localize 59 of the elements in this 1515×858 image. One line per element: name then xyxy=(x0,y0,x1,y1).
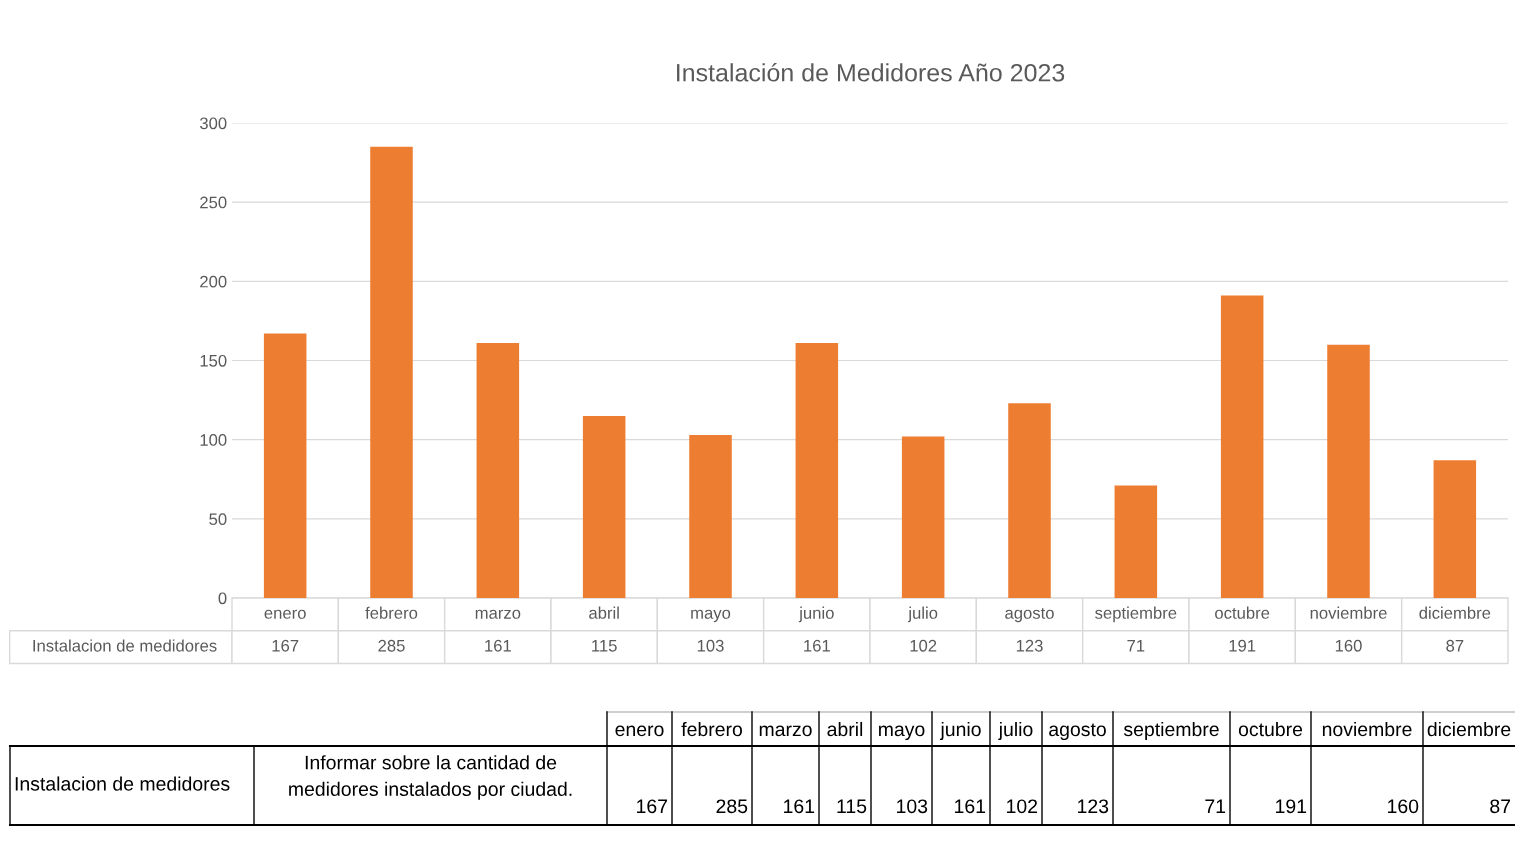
category-label: junio xyxy=(798,606,834,623)
category-label: enero xyxy=(264,609,306,619)
data-label: 167 xyxy=(637,799,668,814)
category-label: septiembre xyxy=(1095,606,1177,623)
category-label: octubre xyxy=(1238,721,1303,737)
category-label: julio xyxy=(907,606,938,623)
data-label: 102 xyxy=(910,639,937,652)
category-label: febrero xyxy=(681,721,742,737)
y-tick-label: 250 xyxy=(200,196,227,209)
category-label: abril xyxy=(827,721,863,737)
data-label: 71 xyxy=(1205,799,1226,813)
data-label: 123 xyxy=(1016,639,1043,652)
y-tick-label: 0 xyxy=(218,592,227,605)
category-label: octubre xyxy=(1215,606,1270,619)
category-label: marzo xyxy=(759,725,812,737)
category-label: noviembre xyxy=(1322,721,1412,737)
data-label: 103 xyxy=(697,639,724,652)
data-label: 123 xyxy=(1078,799,1109,814)
category-label: febrero xyxy=(365,606,418,619)
category-label: abril xyxy=(589,606,619,619)
data-label: 102 xyxy=(1007,799,1038,814)
y-tick-label: 50 xyxy=(209,513,227,526)
category-label: agosto xyxy=(1005,607,1054,623)
category-label: diciembre xyxy=(1427,721,1511,737)
category-label: mayo xyxy=(879,725,925,741)
data-label: 191 xyxy=(1276,799,1307,814)
data-label: 87 xyxy=(1446,639,1464,652)
data-label: 161 xyxy=(804,639,830,652)
category-label: agosto xyxy=(1049,723,1106,741)
category-label: mayo xyxy=(691,609,731,623)
category-label: diciembre xyxy=(1419,606,1491,619)
data-label: 161 xyxy=(955,799,986,814)
data-label: 167 xyxy=(272,639,299,652)
category-label: junio xyxy=(939,721,981,741)
data-label: 103 xyxy=(897,799,928,814)
y-tick-label: 300 xyxy=(199,117,227,130)
data-label: 160 xyxy=(1388,799,1419,814)
data-label: 87 xyxy=(1490,799,1511,814)
data-label: 285 xyxy=(716,799,748,814)
data-label: 115 xyxy=(592,640,617,652)
category-label: julio xyxy=(998,721,1033,741)
text: Informar sobre la cantidad de medidores instalados por ciudad. xyxy=(289,755,572,800)
data-label: 71 xyxy=(1127,640,1145,652)
text: Instalacion de medidores xyxy=(15,776,230,791)
data-label: 160 xyxy=(1335,639,1362,652)
y-tick-label: 150 xyxy=(200,354,227,367)
chart-title: Instalación de Medidores Año 2023 xyxy=(677,62,1065,82)
category-label: marzo xyxy=(475,609,521,619)
data-label: 161 xyxy=(784,799,815,814)
data-label: 161 xyxy=(485,639,511,652)
category-label: enero xyxy=(615,725,664,737)
data-label: 285 xyxy=(378,639,405,652)
text: Instalacion de medidores xyxy=(33,639,217,652)
data-label: 115 xyxy=(837,799,867,814)
data-label: 191 xyxy=(1229,639,1256,652)
y-tick-label: 100 xyxy=(200,434,227,446)
category-label: septiembre xyxy=(1123,721,1219,741)
y-tick-label: 200 xyxy=(200,275,227,288)
category-label: noviembre xyxy=(1310,606,1387,619)
